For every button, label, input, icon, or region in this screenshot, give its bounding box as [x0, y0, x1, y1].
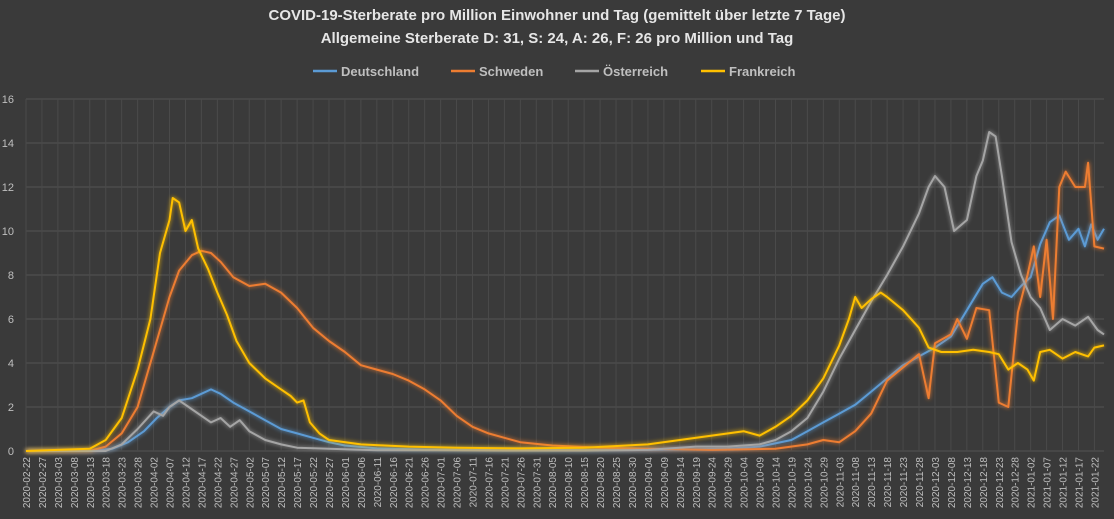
- x-tick-label: 2020-04-22: [213, 457, 224, 509]
- x-tick-label: 2020-10-09: [756, 457, 767, 509]
- x-tick-label: 2020-10-04: [740, 457, 751, 509]
- x-tick-label: 2020-03-13: [86, 457, 97, 509]
- x-tick-label: 2020-03-18: [102, 457, 113, 509]
- y-tick-label: 12: [2, 182, 14, 194]
- x-tick-label: 2020-07-21: [500, 457, 511, 509]
- x-tick-label: 2020-04-12: [181, 457, 192, 509]
- x-tick-label: 2020-10-14: [771, 457, 782, 509]
- series-line-frankreich: [25, 197, 1105, 452]
- x-tick-label: 2020-06-16: [389, 457, 400, 509]
- y-tick-label: 14: [2, 138, 14, 150]
- x-tick-label: 2020-02-27: [38, 457, 49, 509]
- x-tick-label: 2020-03-23: [118, 457, 129, 509]
- x-tick-label: 2020-12-13: [963, 457, 974, 509]
- x-tick-label: 2020-03-03: [54, 457, 65, 509]
- x-tick-label: 2020-04-07: [166, 457, 177, 509]
- x-tick-label: 2020-11-28: [915, 457, 926, 508]
- y-tick-label: 10: [2, 226, 14, 238]
- x-tick-label: 2020-06-01: [341, 457, 352, 509]
- x-tick-label: 2020-09-29: [724, 457, 735, 509]
- x-tick-label: 2020-11-18: [883, 457, 894, 508]
- x-tick-label: 2020-11-13: [867, 457, 878, 508]
- x-tick-label: 2020-12-18: [979, 457, 990, 509]
- x-tick-label: 2020-09-24: [708, 457, 719, 509]
- x-tick-label: 2020-05-27: [325, 457, 336, 509]
- x-tick-label: 2020-08-15: [580, 457, 591, 509]
- x-tick-label: 2021-01-02: [1027, 457, 1038, 509]
- x-tick-label: 2020-06-26: [421, 457, 432, 509]
- x-tick-label: 2020-05-07: [261, 457, 272, 509]
- y-tick-label: 4: [8, 358, 14, 370]
- x-tick-label: 2020-05-12: [277, 457, 288, 509]
- x-tick-label: 2020-06-21: [405, 457, 416, 509]
- series-line-schweden: [26, 161, 1105, 452]
- x-tick-label: 2020-12-23: [995, 457, 1006, 509]
- x-tick-label: 2020-12-28: [1011, 457, 1022, 509]
- x-tick-label: 2020-04-17: [197, 457, 208, 509]
- x-tick-label: 2020-05-02: [245, 457, 256, 509]
- series-group: [25, 131, 1105, 452]
- series-line-deutschland: [26, 214, 1105, 452]
- x-tick-label: 2020-10-29: [819, 457, 830, 509]
- y-tick-label: 2: [8, 402, 14, 414]
- x-tick-label: 2020-08-10: [564, 457, 575, 509]
- legend-label: Österreich: [603, 64, 668, 79]
- x-tick-label: 2020-05-22: [309, 457, 320, 509]
- x-tick-label: 2020-11-08: [851, 457, 862, 508]
- x-tick-label: 2020-06-11: [373, 457, 384, 508]
- x-tick-label: 2020-07-06: [453, 457, 464, 509]
- x-tick-label: 2020-03-28: [134, 457, 145, 509]
- x-tick-label: 2020-08-30: [628, 457, 639, 509]
- x-tick-label: 2020-11-03: [835, 457, 846, 508]
- y-axis: 0 2 4 6 8 10 12 14 16: [2, 94, 14, 458]
- chart-title: COVID-19-Sterberate pro Million Einwohne…: [268, 7, 845, 24]
- x-tick-label: 2021-01-12: [1059, 457, 1070, 509]
- x-tick-label: 2020-04-27: [229, 457, 240, 509]
- x-tick-label: 2020-08-25: [612, 457, 623, 509]
- x-tick-label: 2020-05-17: [293, 457, 304, 509]
- x-tick-label: 2020-08-20: [596, 457, 607, 509]
- x-tick-label: 2020-09-14: [676, 457, 687, 509]
- legend-label: Deutschland: [341, 64, 419, 79]
- legend: Deutschland Schweden Österreich Frankreich: [313, 64, 796, 79]
- x-tick-label: 2020-07-11: [469, 457, 480, 508]
- y-tick-label: 0: [8, 446, 14, 458]
- y-tick-label: 8: [8, 270, 14, 282]
- x-tick-label: 2020-09-09: [660, 457, 671, 509]
- x-tick-label: 2020-04-02: [150, 457, 161, 509]
- chart-subtitle: Allgemeine Sterberate D: 31, S: 24, A: 2…: [321, 30, 794, 47]
- x-tick-label: 2021-01-22: [1090, 457, 1101, 509]
- y-tick-label: 6: [8, 314, 14, 326]
- x-tick-label: 2020-07-16: [484, 457, 495, 509]
- x-tick-label: 2020-12-08: [947, 457, 958, 509]
- x-tick-label: 2020-06-06: [357, 457, 368, 509]
- series-line-sterreich: [26, 131, 1105, 452]
- x-tick-label: 2020-03-08: [70, 457, 81, 509]
- x-axis: 2020-02-22 2020-02-27 2020-03-03 2020-03-08…: [22, 457, 1101, 509]
- x-tick-label: 2020-10-19: [787, 457, 798, 509]
- x-tick-label: 2020-12-03: [931, 457, 942, 509]
- legend-label: Schweden: [479, 64, 543, 79]
- y-tick-label: 16: [2, 94, 14, 106]
- x-tick-label: 2021-01-07: [1043, 457, 1054, 509]
- x-tick-label: 2020-07-26: [516, 457, 527, 509]
- x-tick-label: 2020-10-24: [803, 457, 814, 509]
- x-tick-label: 2020-08-05: [548, 457, 559, 509]
- x-tick-label: 2020-07-01: [437, 457, 448, 509]
- x-tick-label: 2020-09-19: [692, 457, 703, 509]
- x-tick-label: 2020-11-23: [899, 457, 910, 508]
- x-tick-label: 2020-07-31: [532, 457, 543, 509]
- x-tick-label: 2021-01-17: [1074, 457, 1085, 509]
- x-tick-label: 2020-02-22: [22, 457, 33, 509]
- legend-label: Frankreich: [729, 64, 796, 79]
- x-tick-label: 2020-09-04: [644, 457, 655, 509]
